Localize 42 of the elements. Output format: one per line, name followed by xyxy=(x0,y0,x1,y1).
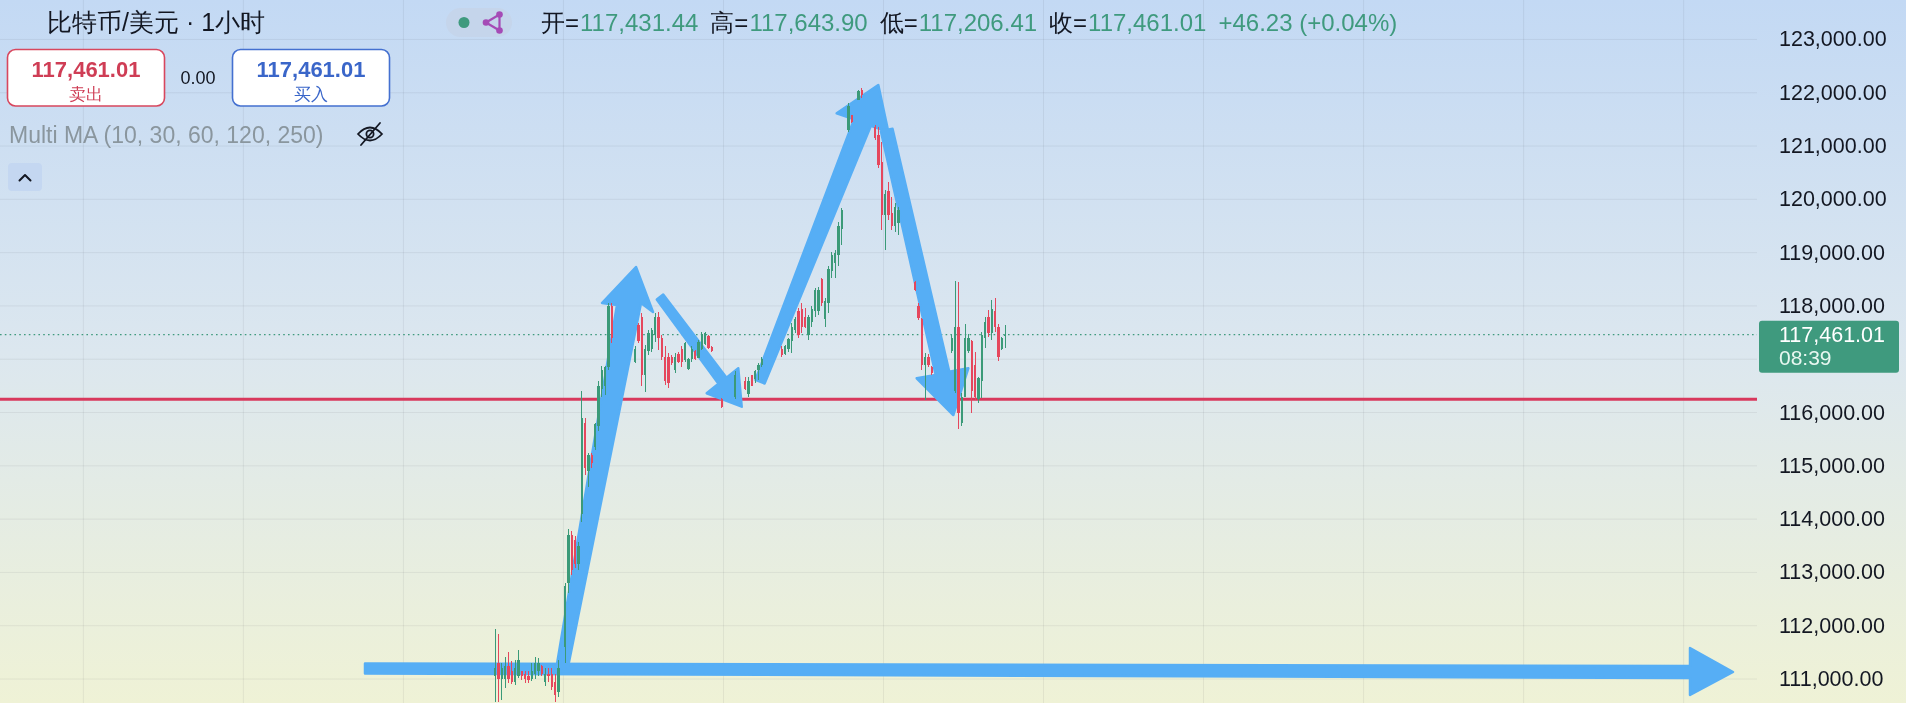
indicator-label: Multi MA (10, 30, 60, 120, 250) xyxy=(9,122,324,148)
y-tick-label: 120,000.00 xyxy=(1779,187,1887,212)
buy-label: 买入 xyxy=(294,84,328,104)
title: 比特币/美元 · 1小时 xyxy=(47,8,266,36)
ref-line-label: 117,461.01 xyxy=(1779,322,1885,347)
y-tick-label: 115,000.00 xyxy=(1779,453,1885,478)
y-tick-label: 116,000.00 xyxy=(1779,400,1885,425)
candlestick xyxy=(897,206,900,236)
candlestick xyxy=(497,633,500,703)
sell-price: 117,461.01 xyxy=(31,56,141,82)
ohlc-readout: 收= xyxy=(1049,8,1088,36)
candlestick xyxy=(847,102,850,133)
spread: 0.00 xyxy=(180,68,216,88)
ohlc-readout: 高= xyxy=(710,8,749,36)
y-tick-label: 113,000.00 xyxy=(1779,560,1885,585)
ohlc-readout: 117,461.01 xyxy=(1088,8,1207,36)
candlestick xyxy=(747,376,750,398)
candlestick xyxy=(797,307,800,339)
ohlc-readout: +46.23 (+0.04%) xyxy=(1218,8,1398,36)
ohlc-readout: 117,643.90 xyxy=(749,8,868,36)
y-tick-label: 111,000.00 xyxy=(1779,667,1884,691)
candlestick xyxy=(507,651,510,684)
ohlc-readout: 117,206.41 xyxy=(918,8,1038,36)
candlestick xyxy=(987,309,990,338)
y-tick-label: 118,000.00 xyxy=(1779,293,1885,318)
y-tick-label: 119,000.00 xyxy=(1779,240,1885,265)
ohlc-readout: 开= xyxy=(541,8,579,36)
candlestick xyxy=(557,659,560,698)
candlestick xyxy=(817,286,820,316)
candlestick xyxy=(577,541,580,571)
ohlc-readout: 低= xyxy=(879,8,918,36)
sell-label: 卖出 xyxy=(69,84,103,104)
y-tick-label: 114,000.00 xyxy=(1779,507,1885,532)
candlestick xyxy=(537,657,540,677)
ohlc-readout: 117,431.44 xyxy=(580,8,699,36)
y-tick-label: 112,000.00 xyxy=(1779,613,1885,638)
y-tick-label: 123,000.00 xyxy=(1779,27,1887,52)
buy-price: 117,461.01 xyxy=(256,56,366,82)
candlestick xyxy=(587,452,590,488)
y-tick-label: 121,000.00 xyxy=(1779,134,1887,159)
countdown: 08:39 xyxy=(1779,346,1832,369)
y-tick-label: 122,000.00 xyxy=(1779,80,1887,105)
